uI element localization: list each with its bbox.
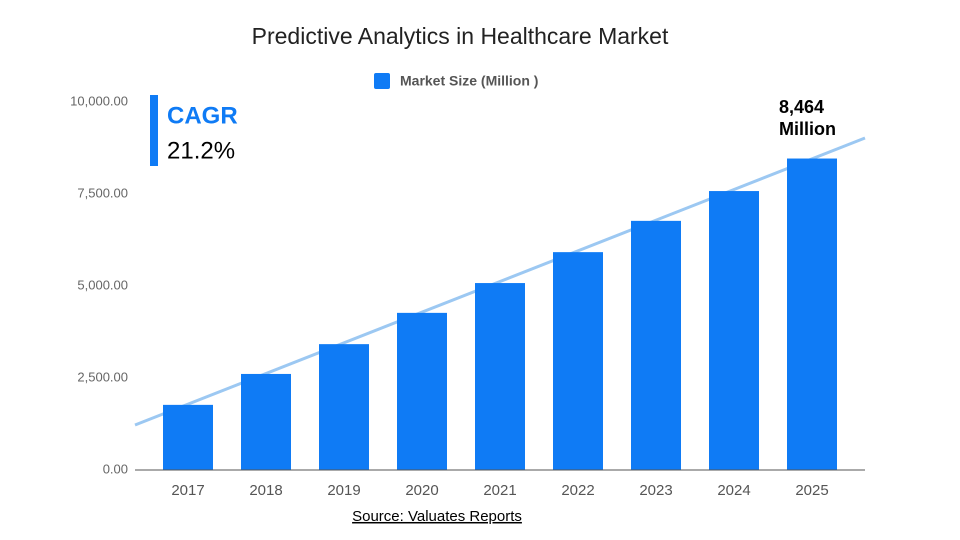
bar bbox=[241, 373, 291, 470]
x-tick-label: 2020 bbox=[405, 482, 438, 499]
bar bbox=[163, 404, 213, 470]
bar bbox=[319, 344, 369, 470]
chart-title: Predictive Analytics in Healthcare Marke… bbox=[252, 23, 669, 49]
bar bbox=[787, 158, 837, 471]
y-tick-label: 5,000.00 bbox=[77, 277, 128, 292]
y-tick-label: 2,500.00 bbox=[77, 369, 128, 384]
x-tick-label: 2018 bbox=[249, 482, 282, 499]
x-tick-label: 2017 bbox=[171, 482, 204, 499]
legend-label: Market Size (Million ) bbox=[400, 73, 538, 89]
x-tick-label: 2021 bbox=[483, 482, 516, 499]
x-tick-label: 2022 bbox=[561, 482, 594, 499]
bar bbox=[475, 283, 525, 470]
x-tick-label: 2023 bbox=[639, 482, 672, 499]
y-tick-label: 7,500.00 bbox=[77, 185, 128, 200]
value-label: 8,464 Million bbox=[779, 96, 836, 139]
cagr-label: CAGR bbox=[167, 102, 238, 129]
cagr-bar bbox=[150, 95, 158, 166]
legend-swatch bbox=[374, 73, 390, 89]
y-tick-label: 10,000.00 bbox=[70, 93, 128, 108]
cagr-value: 21.2% bbox=[167, 137, 235, 164]
bar bbox=[709, 191, 759, 470]
y-tick-label: 0.00 bbox=[103, 461, 128, 476]
source: Source: Valuates Reports bbox=[352, 508, 522, 525]
x-tick-label: 2024 bbox=[717, 482, 750, 499]
bar bbox=[397, 312, 447, 470]
x-tick-label: 2019 bbox=[327, 482, 360, 499]
bar bbox=[631, 220, 681, 470]
x-tick-label: 2025 bbox=[795, 482, 828, 499]
bar bbox=[553, 252, 603, 470]
